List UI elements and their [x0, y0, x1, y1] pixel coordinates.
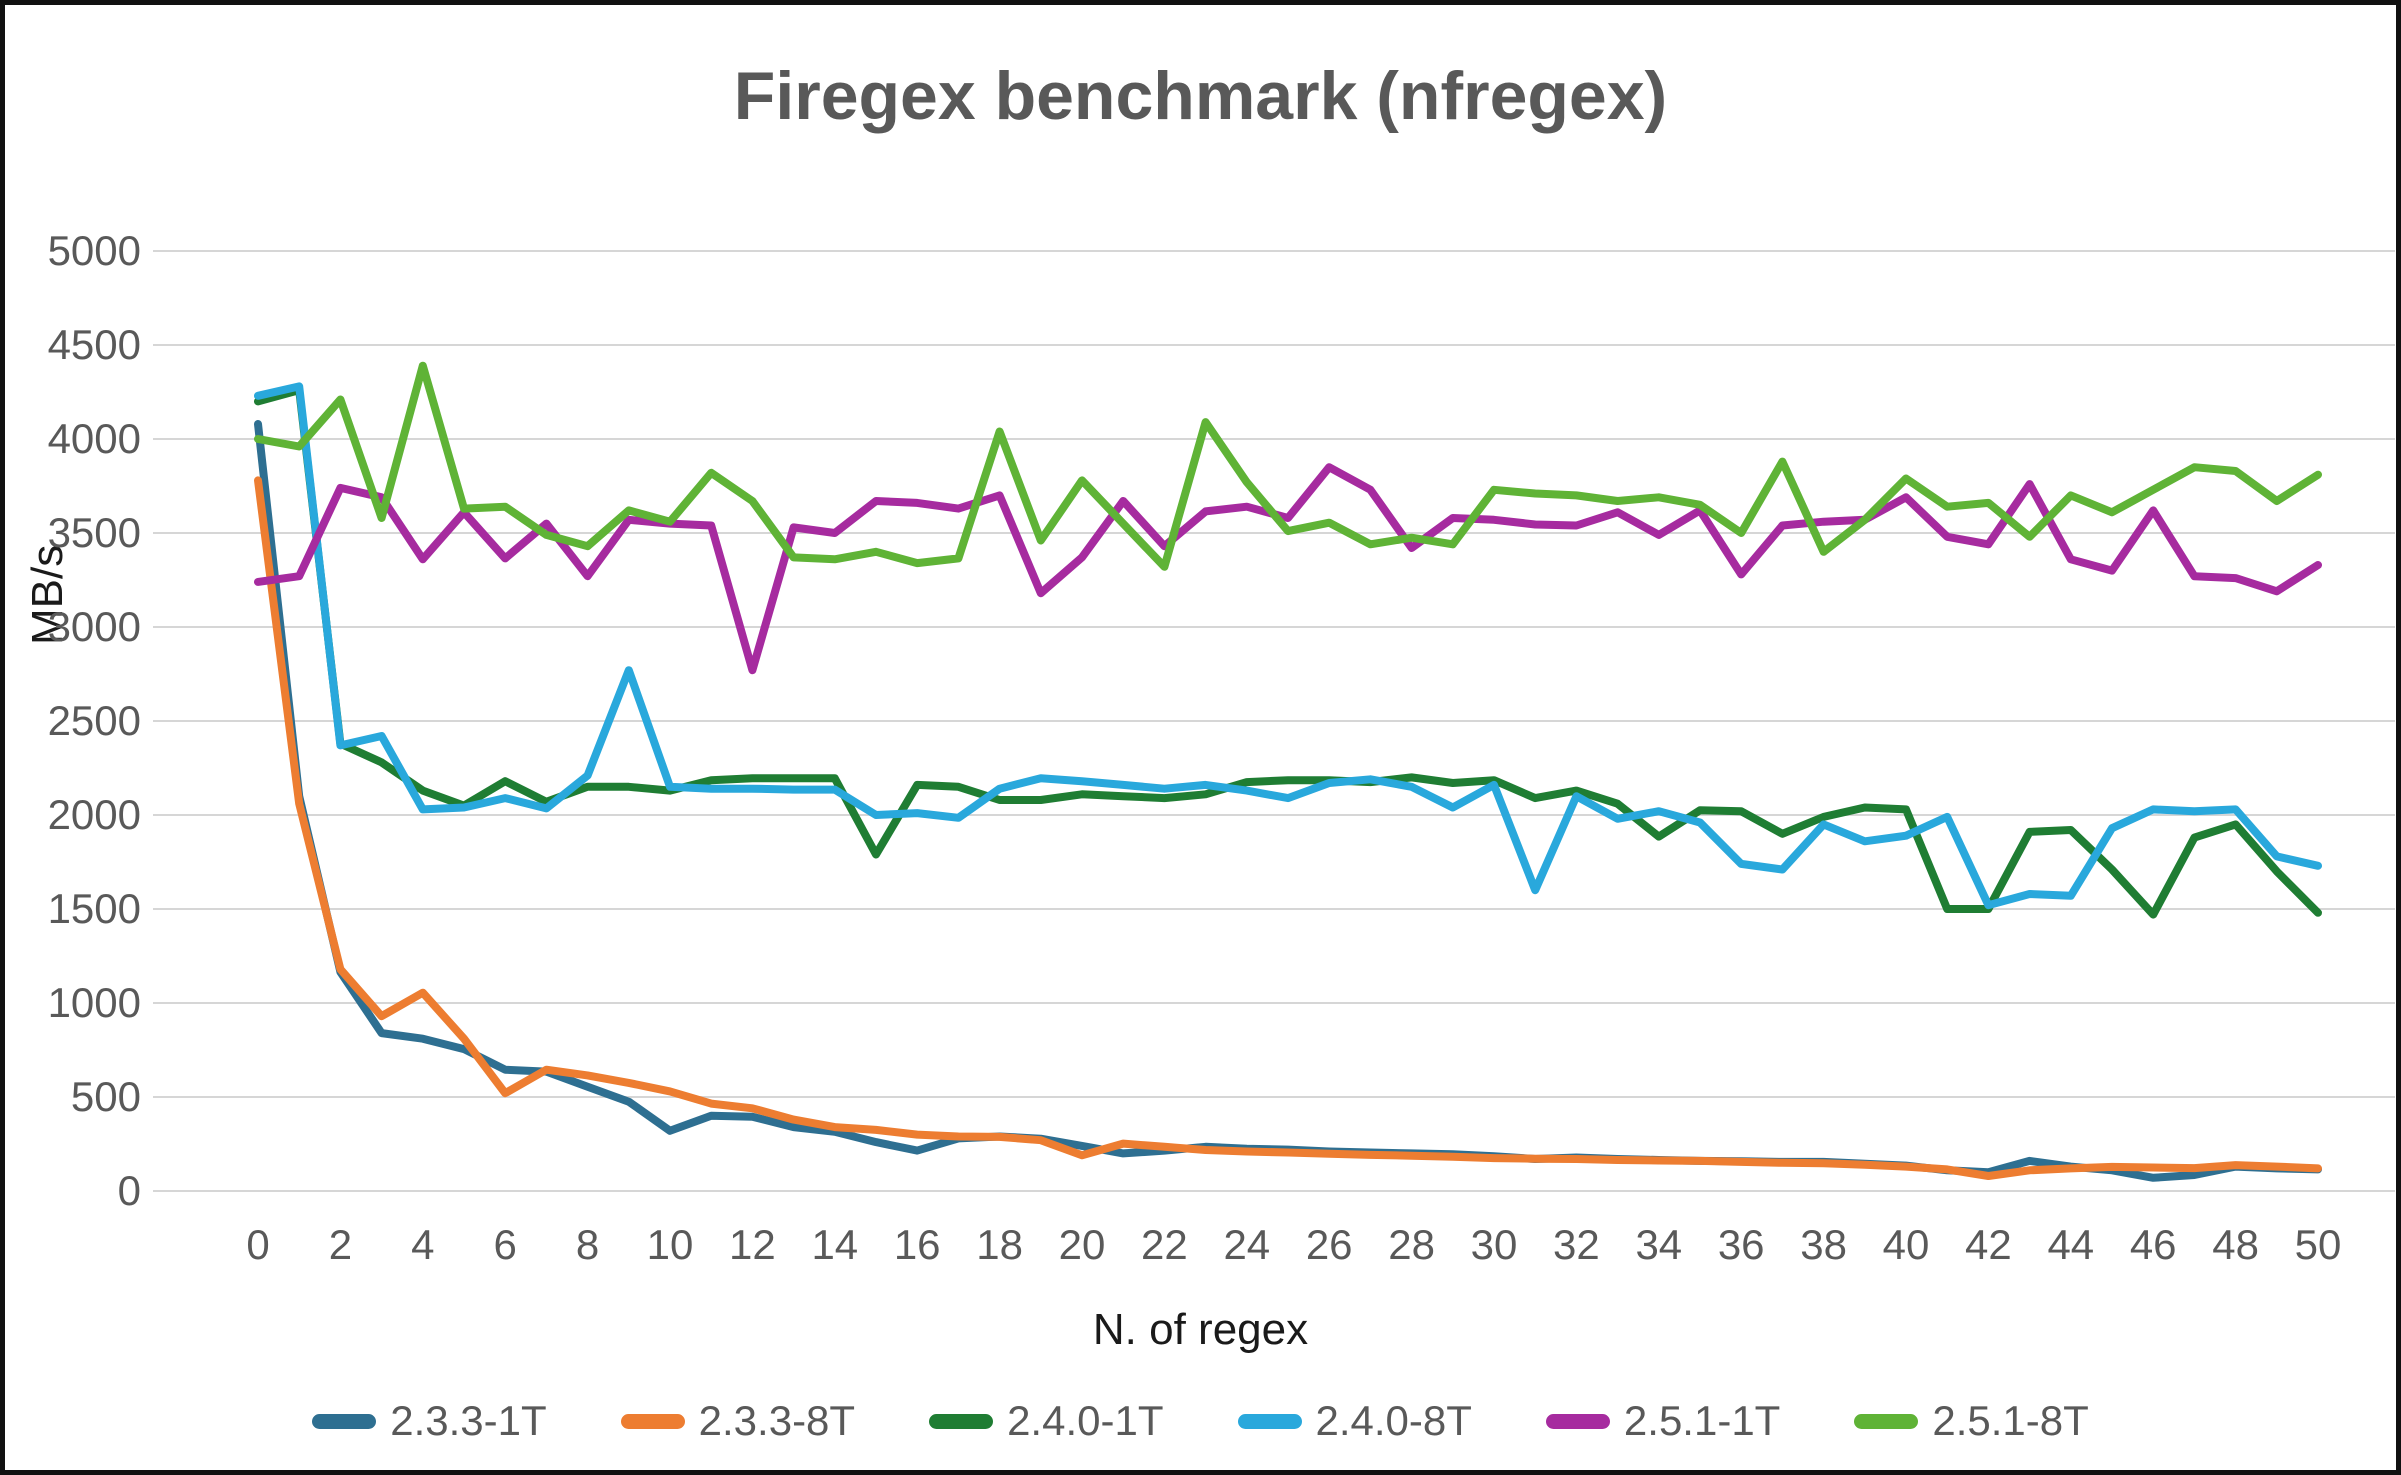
- x-tick-label: 4: [411, 1221, 434, 1268]
- x-tick-label: 6: [494, 1221, 517, 1268]
- y-tick-label: 0: [118, 1167, 141, 1214]
- chart-title: Firegex benchmark (nfregex): [733, 58, 1668, 134]
- x-axis-title: N. of regex: [1092, 1305, 1309, 1354]
- x-tick-label: 46: [2130, 1221, 2177, 1268]
- y-tick-label: 4500: [48, 321, 141, 368]
- x-tick-label: 22: [1141, 1221, 1188, 1268]
- legend-label: 2.4.0-8T: [1315, 1397, 1472, 1444]
- legend-item-2.3.3-8T: 2.3.3-8T: [620, 1397, 856, 1445]
- y-tick-label: 4000: [48, 415, 141, 462]
- legend-swatch: [1854, 1413, 1919, 1429]
- x-tick-label: 32: [1553, 1221, 1600, 1268]
- x-tick-label: 10: [647, 1221, 694, 1268]
- x-tick-label: 20: [1059, 1221, 1106, 1268]
- y-tick-label: 500: [71, 1073, 141, 1120]
- legend-label: 2.5.1-8T: [1932, 1397, 2089, 1444]
- legend-item-2.5.1-8T: 2.5.1-8T: [1854, 1397, 2089, 1445]
- legend-label: 2.5.1-1T: [1623, 1397, 1781, 1444]
- y-tick-label: 1500: [48, 885, 141, 932]
- y-tick-label: 2500: [48, 697, 141, 744]
- legend-label: 2.4.0-1T: [1007, 1397, 1164, 1444]
- legend-swatch: [620, 1413, 685, 1429]
- x-tick-label: 2: [329, 1221, 352, 1268]
- y-tick-label: 3500: [48, 509, 141, 556]
- y-tick-label: 2000: [48, 791, 141, 838]
- legend-swatch: [1237, 1413, 1302, 1429]
- x-tick-label: 38: [1800, 1221, 1847, 1268]
- x-tick-label: 42: [1965, 1221, 2012, 1268]
- x-tick-label: 8: [576, 1221, 599, 1268]
- x-tick-label: 18: [976, 1221, 1023, 1268]
- x-tick-label: 28: [1388, 1221, 1435, 1268]
- y-tick-label: 1000: [48, 979, 141, 1026]
- legend-item-2.5.1-1T: 2.5.1-1T: [1545, 1397, 1781, 1445]
- x-tick-label: 40: [1883, 1221, 1930, 1268]
- x-tick-label: 12: [729, 1221, 776, 1268]
- x-tick-label: 30: [1471, 1221, 1518, 1268]
- series-line-2.5.1-8T: [254, 361, 2322, 571]
- y-tick-label: 5000: [48, 227, 141, 274]
- x-tick-label: 24: [1223, 1221, 1270, 1268]
- series-line-2.3.3-8T: [254, 476, 2322, 1180]
- chart-canvas: 0500100015002000250030003500400045005000…: [48, 227, 2395, 1268]
- y-tick-label: 3000: [48, 603, 141, 650]
- x-tick-label: 36: [1718, 1221, 1765, 1268]
- chart-legend: 2.3.3-1T 2.3.3-8T 2.4.0-1T 2.4.0-8T 2.5.1-1T…: [5, 1397, 2396, 1445]
- legend-item-2.3.3-1T: 2.3.3-1T: [312, 1397, 547, 1445]
- legend-item-2.4.0-1T: 2.4.0-1T: [929, 1397, 1164, 1445]
- x-tick-label: 44: [2047, 1221, 2094, 1268]
- x-tick-label: 26: [1306, 1221, 1353, 1268]
- series-line-2.4.0-8T: [254, 382, 2322, 910]
- legend-swatch: [929, 1413, 994, 1429]
- legend-item-2.4.0-8T: 2.4.0-8T: [1237, 1397, 1472, 1445]
- x-tick-label: 0: [246, 1221, 269, 1268]
- x-tick-label: 48: [2212, 1221, 2259, 1268]
- legend-swatch: [312, 1413, 377, 1429]
- legend-swatch: [1545, 1413, 1610, 1429]
- series-line-2.5.1-1T: [254, 463, 2322, 675]
- legend-label: 2.3.3-1T: [390, 1397, 547, 1444]
- x-tick-label: 16: [894, 1221, 941, 1268]
- x-tick-label: 14: [811, 1221, 858, 1268]
- series-line-2.4.0-1T: [254, 386, 2322, 919]
- legend-label: 2.3.3-8T: [698, 1397, 856, 1444]
- x-tick-label: 50: [2295, 1221, 2342, 1268]
- x-tick-label: 34: [1635, 1221, 1682, 1268]
